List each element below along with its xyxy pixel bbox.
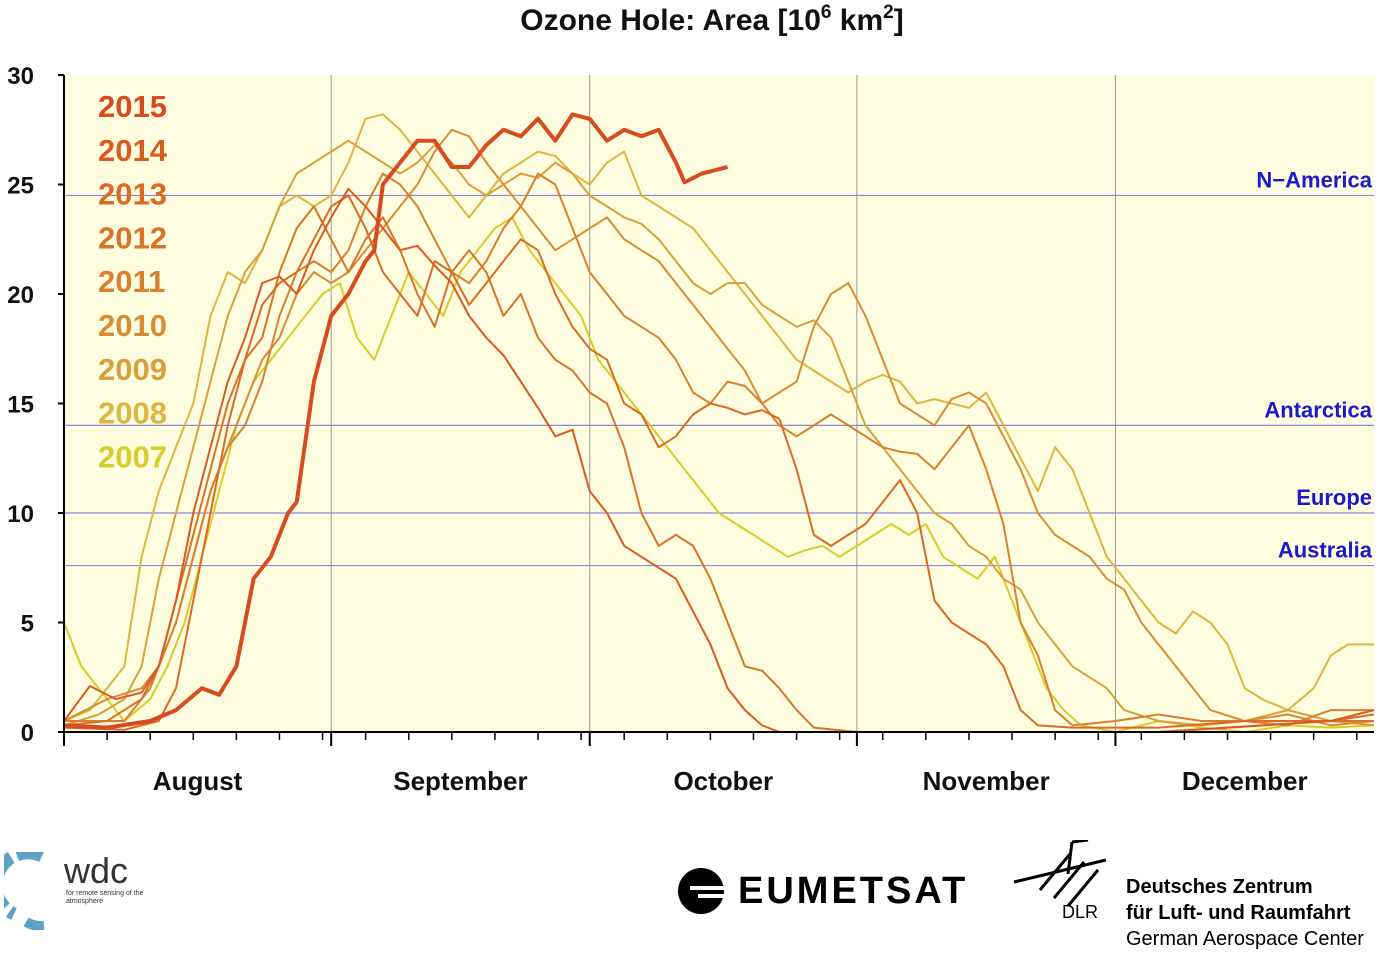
series-line-2012 (63, 205, 1374, 733)
chart-title-mid: km (831, 4, 883, 37)
wdc-logo-text: wdc (64, 850, 129, 891)
chart-title-exp1: 6 (821, 2, 832, 23)
series-line-2008 (63, 113, 1374, 722)
footer-logos: wdc for remote sensing of the atmosphere… (0, 830, 1379, 965)
month-label-december: December (1182, 766, 1308, 796)
legend-entry-2015: 2015 (98, 89, 167, 124)
wdc-logo-icon (4, 852, 45, 930)
series-line-2015 (63, 112, 729, 730)
series-line-2009 (63, 139, 1375, 727)
legend-entry-2013: 2013 (98, 177, 167, 212)
y-tick-label-0: 0 (21, 720, 34, 747)
y-tick-label-3: 15 (7, 392, 34, 419)
series-line-2010 (63, 128, 1375, 727)
y-tick-label-4: 20 (7, 282, 34, 309)
legend: 2015 2014 2013 2012 2011 2010 2009 2008 2007 (98, 89, 168, 474)
dlr-logo-text: DLR (1062, 902, 1099, 922)
series-lines (63, 112, 1375, 733)
legend-entry-2007: 2007 (98, 439, 167, 474)
legend-entry-2012: 2012 (98, 220, 167, 255)
series-line-2011 (64, 172, 1374, 727)
legend-entry-2014: 2014 (98, 133, 168, 168)
dlr-name-block: Deutsches Zentrum für Luft- und Raumfahr… (1126, 874, 1364, 952)
dlr-name-line2: für Luft- und Raumfahrt (1126, 902, 1351, 924)
dlr-name-line3: German Aerospace Center (1126, 928, 1364, 950)
series-line-2014 (63, 187, 1375, 733)
ref-label-2: Europe (1296, 485, 1372, 510)
dlr-logo-icon (1013, 840, 1107, 907)
ref-label-1: Antarctica (1264, 397, 1372, 422)
y-tick-label-1: 5 (21, 611, 34, 638)
chart-title: Ozone Hole: Area [106 km2] (520, 2, 904, 37)
month-label-september: September (393, 766, 527, 796)
legend-entry-2010: 2010 (98, 308, 167, 343)
month-label-november: November (923, 766, 1050, 796)
y-tick-label-6: 30 (7, 63, 34, 90)
eumetsat-logo-icon (678, 868, 730, 914)
dlr-name-line1: Deutsches Zentrum (1126, 876, 1313, 898)
y-tick-label-2: 10 (7, 501, 34, 528)
ref-label-3: Australia (1278, 538, 1373, 563)
ref-label-0: N−America (1256, 167, 1372, 192)
month-label-august: August (153, 766, 243, 796)
legend-entry-2008: 2008 (98, 396, 167, 431)
series-line-2013 (63, 194, 1375, 731)
wdc-logo-subtitle: for remote sensing of the atmosphere (66, 890, 144, 905)
plot-area (64, 75, 1374, 732)
chart-title-end: ] (894, 4, 904, 37)
legend-entry-2009: 2009 (98, 352, 167, 387)
axes: 0 5 10 15 20 25 30 August September October Novemb… (7, 63, 1374, 796)
eumetsat-logo-text: EUMETSAT (738, 870, 969, 912)
month-label-october: October (673, 766, 773, 796)
chart-title-main: Ozone Hole: Area [10 (520, 4, 821, 37)
chart-title-exp2: 2 (883, 2, 894, 23)
y-tick-label-5: 25 (7, 173, 34, 200)
legend-entry-2011: 2011 (98, 264, 165, 299)
ozone-hole-chart: Ozone Hole: Area [106 km2] N−America Anta… (7, 2, 1375, 796)
